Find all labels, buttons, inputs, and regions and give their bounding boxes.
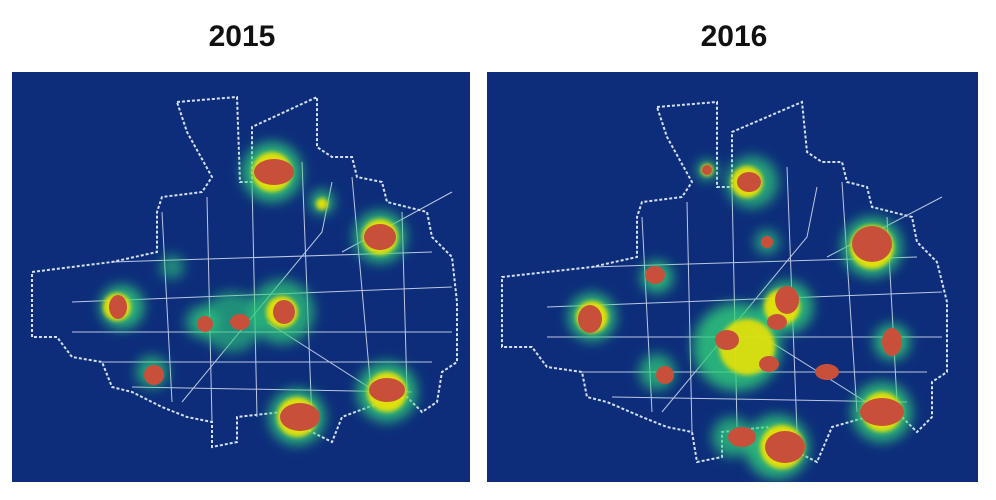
heatmap-2016-svg <box>501 100 948 479</box>
heatmap-2015 <box>12 72 470 482</box>
heat-hotspots <box>578 165 904 463</box>
heat-hotspots <box>109 159 405 431</box>
heatmap-2015-svg <box>31 95 458 449</box>
map-title-2015: 2015 <box>208 20 276 53</box>
heatmap-2016 <box>487 72 978 482</box>
city-boundary <box>31 95 458 449</box>
map-title-2016: 2016 <box>700 20 768 53</box>
